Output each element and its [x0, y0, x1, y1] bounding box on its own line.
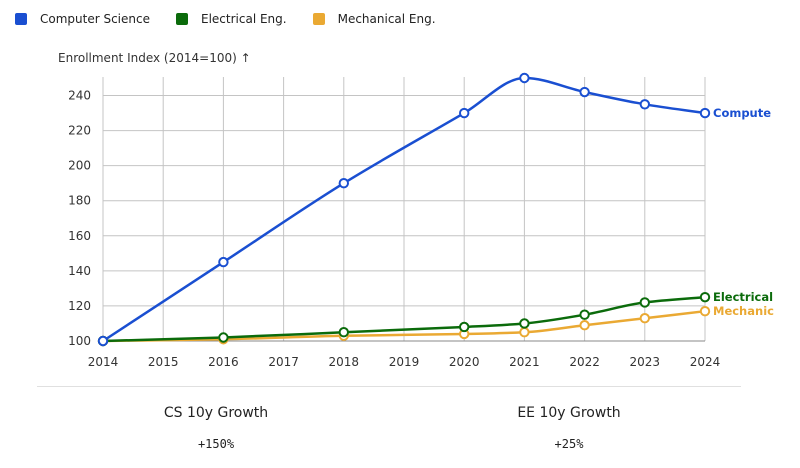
- legend-item-computer-science[interactable]: Computer Science: [15, 12, 150, 26]
- x-tick-label-2023: 2023: [630, 355, 661, 369]
- legend-label-computer-science: Computer Science: [40, 12, 150, 26]
- x-tick-label-2021: 2021: [509, 355, 540, 369]
- data-point-mechanical-eng-2024: [699, 305, 711, 317]
- y-tick-label-140: 140: [68, 264, 91, 278]
- y-tick-label-100: 100: [68, 334, 91, 348]
- x-tick-label-2014: 2014: [88, 355, 119, 369]
- x-tick-label-2024: 2024: [690, 355, 721, 369]
- y-axis-ticks: 100 120 140 160 180 200 220 240: [68, 89, 91, 348]
- grid-lines: [102, 77, 706, 342]
- series-end-label-computer-science: Compute: [713, 106, 771, 120]
- series-end-label-electrical-eng: Electrical: [713, 290, 773, 304]
- data-point-electrical-eng-2018: [338, 327, 349, 338]
- y-tick-label-220: 220: [68, 124, 91, 138]
- y-tick-label-200: 200: [68, 159, 91, 173]
- x-tick-label-2022: 2022: [569, 355, 600, 369]
- x-tick-label-2020: 2020: [449, 355, 480, 369]
- cs-growth-value: +150%: [197, 437, 235, 451]
- data-point-electrical-eng-2020: [459, 321, 470, 333]
- data-point-computer-science-2014: [97, 335, 109, 347]
- y-tick-label-120: 120: [68, 299, 91, 313]
- y-tick-label-240: 240: [68, 89, 91, 103]
- ee-growth-label: EE 10y Growth: [517, 405, 621, 421]
- ee-growth-value: +25%: [554, 437, 584, 451]
- data-point-computer-science-2016: [218, 256, 229, 268]
- data-point-mechanical-eng-2023: [639, 313, 650, 324]
- data-point-mechanical-eng-2021: [519, 327, 530, 338]
- data-point-computer-science-2022: [579, 86, 590, 98]
- cs-growth-label: CS 10y Growth: [163, 405, 269, 421]
- legend-swatch-electrical-eng: [176, 13, 188, 25]
- legend-label-electrical-eng: Electrical Eng.: [201, 12, 287, 26]
- line-chart: Enrollment Index (2014=100) ↑ 1001201401…: [58, 51, 774, 369]
- x-tick-label-2018: 2018: [329, 355, 360, 369]
- x-axis-ticks: 2014 2015 2016 2017 2018 2019 2020 2021 2022 2023…: [88, 355, 721, 369]
- x-tick-label-2016: 2016: [208, 355, 239, 369]
- x-tick-label-2015: 2015: [148, 355, 179, 369]
- divider: [37, 386, 741, 387]
- data-point-computer-science-2024: [699, 107, 711, 119]
- data-point-electrical-eng-2022: [579, 309, 590, 320]
- x-tick-label-2019: 2019: [389, 355, 420, 369]
- chart-legend: Computer Science Electrical Eng. Mechani…: [15, 12, 462, 26]
- legend-label-mechanical-eng: Mechanical Eng.: [337, 12, 436, 26]
- data-point-computer-science-2020: [459, 107, 470, 119]
- y-tick-label-180: 180: [68, 194, 91, 208]
- series-end-label-mechanical-eng: Mechanic: [713, 304, 774, 318]
- data-point-mechanical-eng-2022: [579, 320, 590, 331]
- series-points: [97, 72, 711, 347]
- data-point-computer-science-2021: [519, 72, 530, 84]
- x-tick-label-2017: 2017: [268, 355, 299, 369]
- data-point-electrical-eng-2024: [699, 291, 711, 303]
- y-axis-title: Enrollment Index (2014=100) ↑: [58, 51, 251, 65]
- legend-swatch-mechanical-eng: [312, 13, 325, 25]
- legend-item-electrical-eng[interactable]: Electrical Eng.: [176, 12, 287, 26]
- data-point-electrical-eng-2023: [639, 297, 650, 308]
- data-point-electrical-eng-2021: [519, 318, 530, 329]
- data-point-computer-science-2023: [639, 99, 650, 110]
- data-point-computer-science-2018: [338, 178, 349, 189]
- y-tick-label-160: 160: [68, 229, 91, 243]
- data-point-electrical-eng-2016: [218, 332, 229, 343]
- legend-swatch-computer-science: [15, 13, 27, 25]
- legend-item-mechanical-eng[interactable]: Mechanical Eng.: [312, 12, 436, 26]
